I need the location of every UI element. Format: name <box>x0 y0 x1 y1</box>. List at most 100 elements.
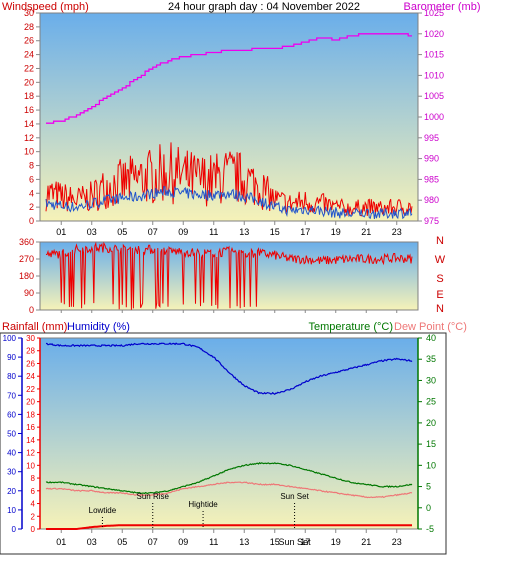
direction-tick-label: 360 <box>19 237 34 247</box>
barometer-series-line <box>46 33 412 124</box>
wind-tick-label: 6 <box>29 174 34 184</box>
wind-tick-label: 16 <box>24 105 34 115</box>
wind-tick-label: 0 <box>29 216 34 226</box>
baro-tick-label: 1025 <box>424 8 444 18</box>
compass-label-w: W <box>435 254 446 266</box>
lower-x-tick-label: 23 <box>392 537 402 547</box>
wind-x-tick-label: 05 <box>117 227 127 237</box>
temperature-tick-label: 5 <box>426 482 431 492</box>
wind-tick-label: 20 <box>24 77 34 87</box>
temperature-tick-label: 0 <box>426 503 431 513</box>
rainfall-tick-label: 4 <box>31 500 36 509</box>
temperature-tick-label: 30 <box>426 375 436 385</box>
rainfall-label: Rainfall (mm) <box>2 321 67 333</box>
humidity-tick-label: 40 <box>7 449 16 458</box>
wind-x-tick-label: 15 <box>270 227 280 237</box>
rainfall-tick-label: 26 <box>26 359 35 368</box>
rainfall-tick-label: 30 <box>26 334 35 343</box>
wind-x-tick-label: 17 <box>300 227 310 237</box>
temperature-tick-label: 15 <box>426 439 436 449</box>
humidity-tick-label: 70 <box>7 391 16 400</box>
baro-tick-label: 975 <box>424 216 439 226</box>
baro-tick-label: 980 <box>424 195 439 205</box>
wind-x-tick-label: 03 <box>87 227 97 237</box>
wind-tick-label: 8 <box>29 161 34 171</box>
rainfall-tick-label: 18 <box>26 410 35 419</box>
wind-tick-label: 24 <box>24 50 34 60</box>
humidity-tick-label: 20 <box>7 487 16 496</box>
temperature-label: Temperature (°C) <box>309 321 393 333</box>
lower-x-tick-label: 13 <box>239 537 249 547</box>
temperature-tick-label: -5 <box>426 524 434 534</box>
wind-x-tick-label: 13 <box>239 227 249 237</box>
humidity-tick-label: 30 <box>7 468 16 477</box>
event-label: Sun Set <box>280 492 309 501</box>
wind-tick-label: 2 <box>29 202 34 212</box>
average-wind-series-line <box>45 185 413 220</box>
wind-tick-label: 22 <box>24 63 34 73</box>
compass-label-n: N <box>436 235 444 247</box>
lower-x-tick-label: 05 <box>117 537 127 547</box>
rainfall-tick-label: 22 <box>26 385 35 394</box>
baro-tick-label: 1000 <box>424 112 444 122</box>
rainfall-tick-label: 0 <box>31 525 36 534</box>
rainfall-tick-label: 12 <box>26 449 35 458</box>
temperature-tick-label: 20 <box>426 418 436 428</box>
wind-x-tick-label: 01 <box>56 227 66 237</box>
rainfall-tick-label: 24 <box>26 372 35 381</box>
rainfall-tick-label: 16 <box>26 423 35 432</box>
humidity-tick-label: 100 <box>3 334 17 343</box>
baro-tick-label: 1015 <box>424 50 444 60</box>
lower-x-tick-label: 01 <box>56 537 66 547</box>
rainfall-series-line <box>46 524 412 530</box>
humidity-tick-label: 80 <box>7 372 16 381</box>
wind-panel-title: Windspeed (mph) <box>2 1 89 13</box>
wind-tick-label: 14 <box>24 119 34 129</box>
wind-tick-label: 26 <box>24 36 34 46</box>
wind-tick-label: 18 <box>24 91 34 101</box>
dewpoint-series-line <box>45 481 413 499</box>
baro-tick-label: 985 <box>424 174 439 184</box>
event-label: Hightide <box>188 500 218 509</box>
lower-plot-area <box>39 337 419 530</box>
direction-series-line <box>45 241 413 310</box>
temperature-tick-label: 40 <box>426 333 436 343</box>
direction-tick-label: 0 <box>29 305 34 315</box>
lower-x-tick-label: 11 <box>209 537 218 547</box>
wind-tick-label: 10 <box>24 147 34 157</box>
compass-label-s: S <box>436 273 443 285</box>
wind-tick-label: 4 <box>29 188 34 198</box>
compass-label-n: N <box>436 303 444 315</box>
humidity-tick-label: 60 <box>7 410 16 419</box>
lower-x-tick-label: 21 <box>361 537 371 547</box>
humidity-series-line <box>46 342 413 395</box>
humidity-label: Humidity (%) <box>67 321 130 333</box>
rainfall-tick-label: 14 <box>26 436 35 445</box>
rainfall-tick-label: 8 <box>31 474 36 483</box>
sunset-x-label: Sun Set <box>279 537 312 547</box>
rainfall-tick-label: 6 <box>31 487 36 496</box>
rainfall-tick-label: 10 <box>26 461 35 470</box>
wind-x-tick-label: 11 <box>209 227 218 237</box>
event-label: Lowtide <box>89 506 117 515</box>
gust-series-line <box>45 142 413 217</box>
wind-x-tick-label: 23 <box>392 227 402 237</box>
temperature-tick-label: 25 <box>426 397 436 407</box>
baro-tick-label: 1010 <box>424 70 444 80</box>
rainfall-tick-label: 20 <box>26 398 35 407</box>
wind-x-tick-label: 19 <box>331 227 341 237</box>
dewpoint-label: Dew Point (°C) <box>394 321 467 333</box>
lower-x-tick-label: 15 <box>270 537 280 547</box>
lower-frame <box>0 332 447 555</box>
humidity-tick-label: 50 <box>7 430 16 439</box>
wind-tick-label: 28 <box>24 22 34 32</box>
baro-tick-label: 1020 <box>424 29 444 39</box>
rainfall-tick-label: 28 <box>26 347 35 356</box>
lower-x-tick-label: 09 <box>178 537 188 547</box>
event-label: Sun Rise <box>137 492 170 501</box>
baro-tick-label: 1005 <box>424 91 444 101</box>
wind-x-tick-label: 21 <box>361 227 371 237</box>
direction-tick-label: 270 <box>19 254 34 264</box>
compass-label-e: E <box>436 289 443 301</box>
